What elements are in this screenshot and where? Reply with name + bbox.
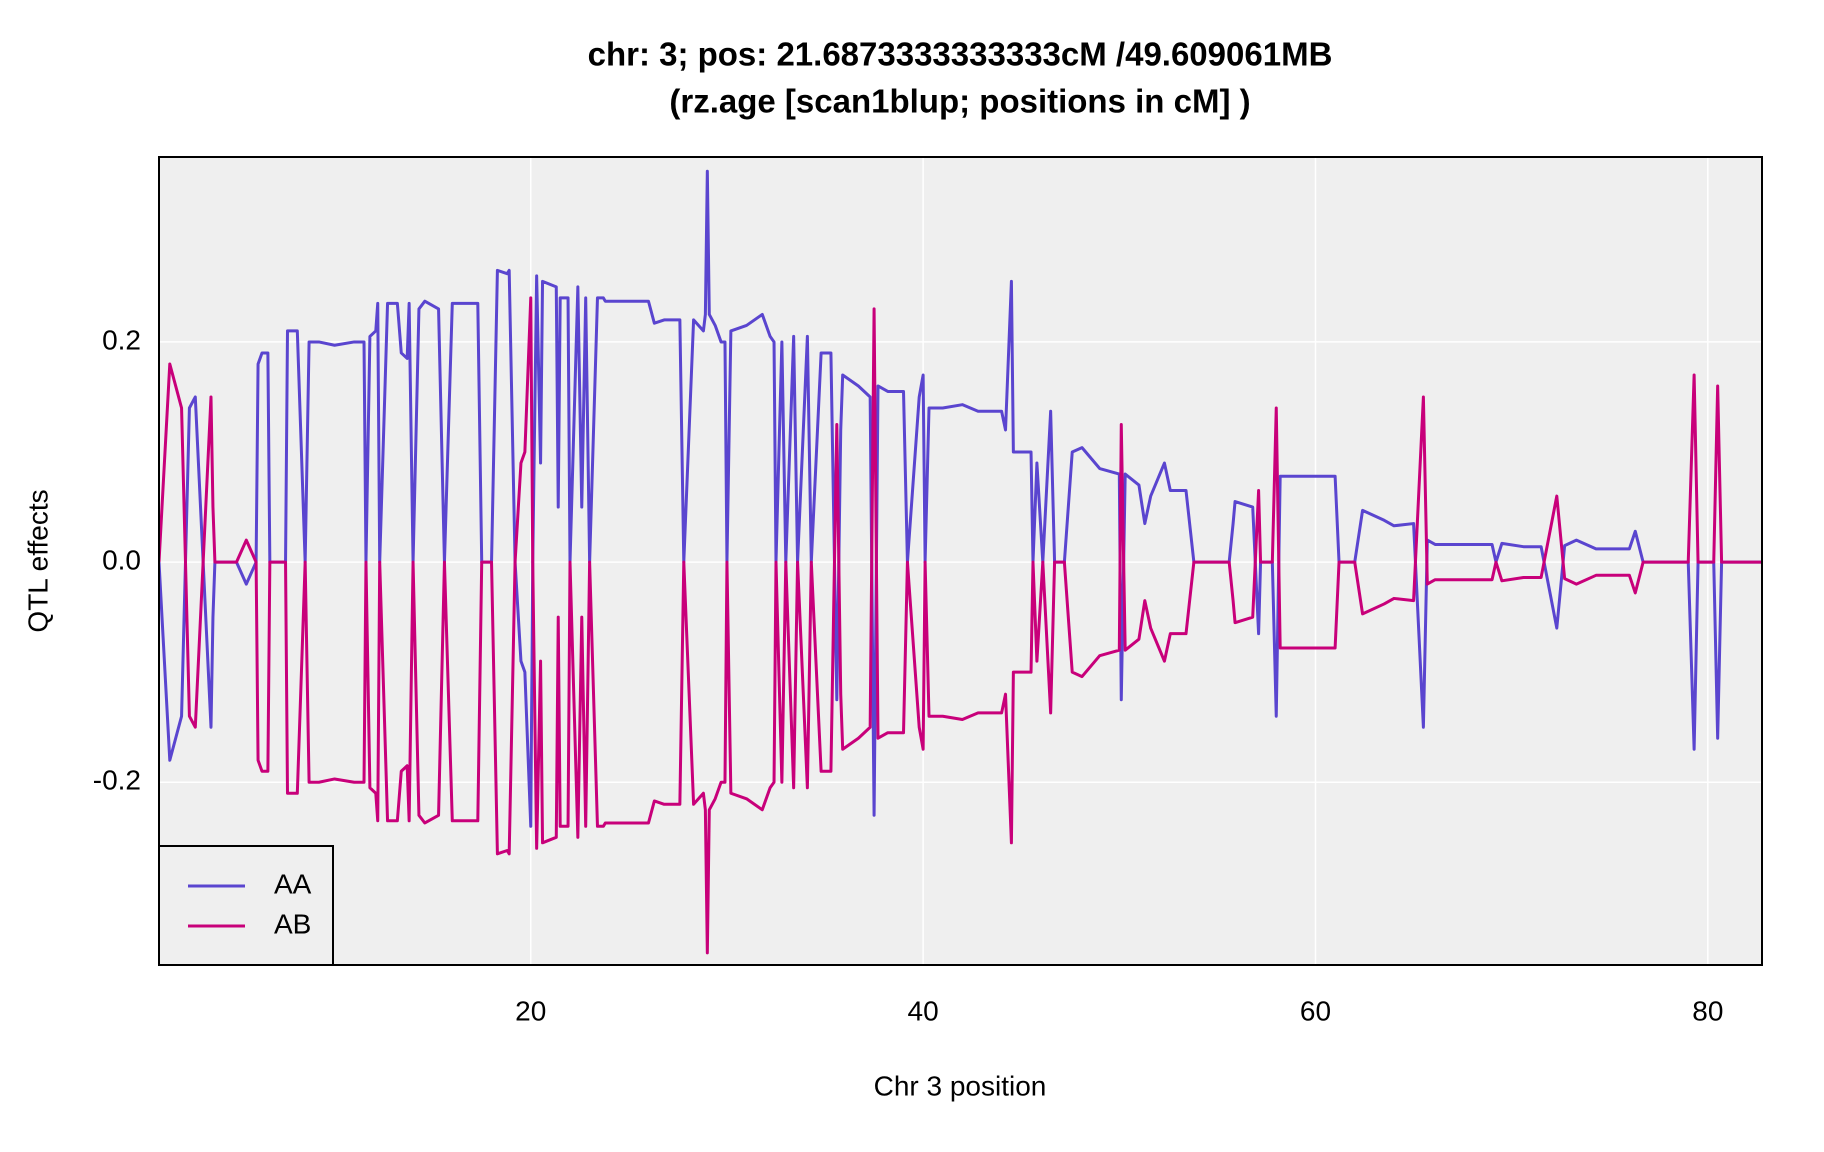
x-tick-label: 60 — [1300, 995, 1331, 1026]
series-line — [159, 169, 1762, 828]
chart-title: chr: 3; pos: 21.6873333333333cM /49.6090… — [588, 36, 1333, 73]
grid — [159, 157, 1762, 965]
plot-frame — [158, 156, 1763, 966]
lines — [159, 169, 1762, 955]
legend: AA AB — [158, 845, 334, 966]
plot-background — [159, 157, 1762, 965]
legend-label: AA — [274, 868, 312, 899]
series-line — [159, 296, 1762, 955]
x-tick-label: 40 — [908, 995, 939, 1026]
y-tick-label: 0.2 — [102, 324, 141, 355]
ticks: 20 40 60 80 -0.2 0.0 0.2 — [93, 324, 1724, 1026]
y-tick-label: -0.2 — [93, 765, 141, 796]
x-tick-label: 80 — [1692, 995, 1723, 1026]
chart-subtitle: (rz.age [scan1blup; positions in cM] ) — [669, 83, 1250, 120]
y-axis-label: QTL effects — [22, 489, 53, 632]
y-tick-label: 0.0 — [102, 544, 141, 575]
legend-label: AB — [274, 908, 311, 939]
legend-box — [158, 845, 334, 966]
x-tick-label: 20 — [515, 995, 546, 1026]
x-axis-label: Chr 3 position — [874, 1070, 1047, 1101]
